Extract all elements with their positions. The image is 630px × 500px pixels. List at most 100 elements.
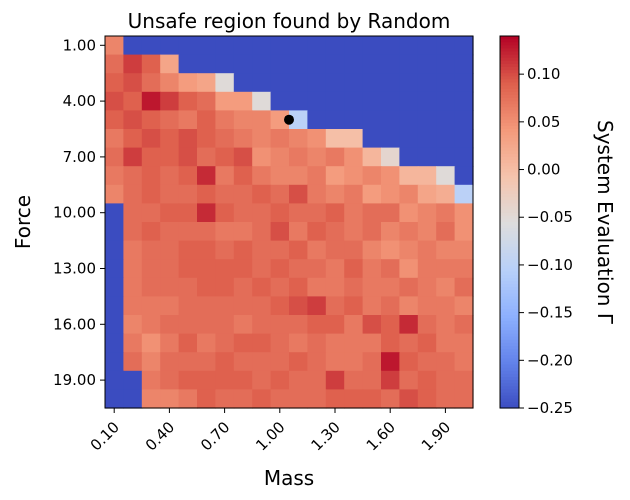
heatmap-cell [178, 184, 198, 204]
heatmap-cell [417, 166, 437, 186]
heatmap-cell [362, 315, 382, 335]
heatmap-cell [160, 147, 180, 167]
colorbar-segment [500, 218, 519, 223]
heatmap-cell [105, 91, 124, 111]
heatmap-cell [233, 73, 253, 93]
colorbar-segment [500, 287, 519, 291]
heatmap-cell [454, 352, 474, 372]
heatmap-cell [178, 389, 198, 409]
heatmap-cell [454, 333, 474, 353]
colorbar-segment [500, 246, 519, 251]
heatmap-cell [270, 352, 290, 372]
heatmap-cell [141, 166, 161, 186]
colorbar-segment [500, 184, 519, 189]
colorbar-segment [500, 290, 519, 294]
heatmap-cell [381, 36, 400, 56]
heatmap-cell [362, 333, 382, 353]
heatmap-cell [105, 203, 124, 223]
heatmap-cell [325, 240, 345, 260]
heatmap-cell [325, 333, 345, 353]
colorbar-segment [500, 271, 519, 276]
y-tick-label: 4.00 [63, 92, 96, 110]
heatmap-cell [215, 259, 235, 279]
heatmap-cell [197, 54, 216, 74]
heatmap-cell [105, 166, 124, 186]
heatmap-cell [399, 54, 419, 74]
heatmap-cell [252, 54, 272, 74]
plot-frame [104, 35, 474, 409]
colorbar-segment [500, 129, 519, 133]
heatmap-cell [141, 110, 161, 130]
heatmap-cell [215, 36, 235, 56]
heatmap-cell [325, 203, 345, 223]
heatmap-cell [307, 389, 327, 409]
heatmap-cell [141, 73, 161, 93]
colorbar-segment [500, 91, 519, 96]
colorbar-segment [500, 45, 519, 49]
colorbar-segment [500, 215, 519, 220]
heatmap-cell [289, 240, 308, 260]
heatmap-cell [160, 389, 180, 409]
colorbar-segment [500, 355, 519, 359]
heatmap-cell [289, 370, 308, 390]
colorbar-segment [500, 259, 519, 263]
colorbar-segment [500, 361, 519, 366]
heatmap-cell [362, 259, 382, 279]
heatmap-cell [344, 36, 364, 56]
colorbar-segment [500, 383, 519, 387]
heatmap-cell [233, 91, 253, 111]
heatmap-cell [454, 54, 474, 74]
y-tick-label: 1.00 [63, 36, 96, 54]
colorbar-segment [500, 296, 519, 301]
heatmap-cell [270, 333, 290, 353]
y-tick-label: 10.00 [53, 204, 96, 222]
heatmap-cell [325, 129, 345, 149]
heatmap-cell [197, 352, 216, 372]
colorbar-segment [500, 370, 519, 375]
heatmap-cell [344, 240, 364, 260]
colorbar-segment [500, 262, 519, 266]
heatmap-cell [141, 277, 161, 297]
colorbar-segment [500, 373, 519, 378]
heatmap-cell [197, 203, 216, 223]
heatmap-cell [307, 352, 327, 372]
heatmap-cell [417, 147, 437, 167]
heatmap-cell [436, 110, 456, 130]
heatmap-cell [307, 54, 327, 74]
heatmap-cell [325, 166, 345, 186]
heatmap-cell [399, 110, 419, 130]
heatmap-cell [454, 91, 474, 111]
heatmap-cell [233, 277, 253, 297]
heatmap-cell [197, 259, 216, 279]
colorbar-segment [500, 113, 519, 118]
heatmap-cell [399, 352, 419, 372]
colorbar-segment [500, 237, 519, 242]
colorbar-tick-label: −0.20 [527, 351, 573, 369]
heatmap-cell [197, 166, 216, 186]
colorbar-segment [500, 138, 519, 142]
heatmap-cell [215, 54, 235, 74]
heatmap-cell [307, 203, 327, 223]
heatmap-cell [399, 315, 419, 335]
heatmap-cell [362, 389, 382, 409]
heatmap-cell [454, 203, 474, 223]
heatmap-cell [252, 129, 272, 149]
heatmap-cell [417, 54, 437, 74]
heatmap-cell [362, 73, 382, 93]
heatmap-cell [252, 184, 272, 204]
heatmap-cell [105, 296, 124, 316]
colorbar-segment [500, 277, 519, 282]
heatmap-cell [270, 36, 290, 56]
heatmap-cell [270, 147, 290, 167]
heatmap-cell [105, 129, 124, 149]
x-tick-label: 1.30 [307, 418, 343, 454]
heatmap-cell [141, 296, 161, 316]
heatmap-cell [436, 296, 456, 316]
y-tick-label: 7.00 [63, 148, 96, 166]
heatmap-cell [289, 129, 308, 149]
colorbar-segment [500, 169, 519, 173]
heatmap-cell [454, 259, 474, 279]
colorbar-segment [500, 398, 519, 403]
heatmap-cell [123, 315, 143, 335]
heatmap-cell [436, 36, 456, 56]
